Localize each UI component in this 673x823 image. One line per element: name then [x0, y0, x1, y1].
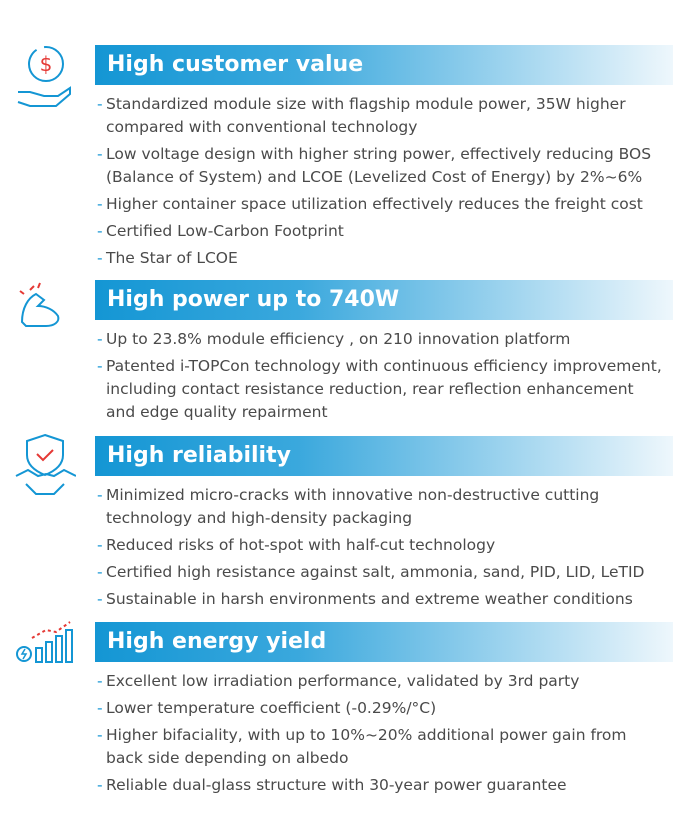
- svg-text:$: $: [40, 52, 53, 76]
- bullet-line: Sustainable in harsh environments and ex…: [106, 590, 633, 608]
- bullet-item: Reliable dual-glass structure with 30-ye…: [97, 774, 673, 797]
- bullet-line: Excellent low irradiation performance, v…: [106, 672, 580, 690]
- bullet-list: Excellent low irradiation performance, v…: [97, 670, 673, 801]
- bullet-item: Minimized micro-cracks with innovative n…: [97, 484, 673, 530]
- bullet-line: including contact resistance reduction, …: [106, 380, 634, 398]
- bullet-item: Reduced risks of hot-spot with half-cut …: [97, 534, 673, 557]
- bullet-line: Certified Low-Carbon Footprint: [106, 222, 344, 240]
- bullet-item: Lower temperature coefficient (-0.29%/°C…: [97, 697, 673, 720]
- section-title: High power up to 740W: [95, 280, 673, 320]
- bullet-item: Low voltage design with higher string po…: [97, 143, 673, 189]
- section-title: High customer value: [95, 45, 673, 85]
- bullet-item: Up to 23.8% module efficiency , on 210 i…: [97, 328, 673, 351]
- bullet-line: Patented i-TOPCon technology with contin…: [106, 357, 662, 375]
- bullet-line: back side depending on albedo: [106, 749, 349, 767]
- bullet-item: Higher bifaciality, with up to 10%~20% a…: [97, 724, 673, 770]
- bullet-line: compared with conventional technology: [106, 118, 418, 136]
- bullet-item: Sustainable in harsh environments and ex…: [97, 588, 673, 611]
- reliability-icon: [15, 433, 76, 495]
- section-title: High reliability: [95, 436, 673, 476]
- bullet-line: Higher container space utilization effec…: [106, 195, 643, 213]
- bullet-list: Up to 23.8% module efficiency , on 210 i…: [97, 328, 673, 428]
- bullet-line: Reliable dual-glass structure with 30-ye…: [106, 776, 567, 794]
- value-icon: $: [17, 46, 71, 107]
- bullet-line: technology and high-density packaging: [106, 509, 413, 527]
- bullet-item: Standardized module size with flagship m…: [97, 93, 673, 139]
- bullet-list: Standardized module size with flagship m…: [97, 93, 673, 274]
- energy-icon: [16, 621, 73, 663]
- bullet-line: Low voltage design with higher string po…: [106, 145, 652, 163]
- bullet-item: The Star of LCOE: [97, 247, 673, 270]
- bullet-line: Certified high resistance against salt, …: [106, 563, 645, 581]
- bullet-line: Minimized micro-cracks with innovative n…: [106, 486, 600, 504]
- bullet-line: Lower temperature coefficient (-0.29%/°C…: [106, 699, 437, 717]
- bullet-line: The Star of LCOE: [106, 249, 238, 267]
- bullet-item: Certified high resistance against salt, …: [97, 561, 673, 584]
- section-title: High energy yield: [95, 622, 673, 662]
- bullet-line: Up to 23.8% module efficiency , on 210 i…: [106, 330, 571, 348]
- bullet-list: Minimized micro-cracks with innovative n…: [97, 484, 673, 615]
- bullet-line: Reduced risks of hot-spot with half-cut …: [106, 536, 496, 554]
- bullet-line: Higher bifaciality, with up to 10%~20% a…: [106, 726, 627, 744]
- bullet-item: Certified Low-Carbon Footprint: [97, 220, 673, 243]
- bullet-line: and edge quality repairment: [106, 403, 328, 421]
- bullet-item: Higher container space utilization effec…: [97, 193, 673, 216]
- bullet-line: Standardized module size with flagship m…: [106, 95, 626, 113]
- bullet-item: Excellent low irradiation performance, v…: [97, 670, 673, 693]
- bullet-item: Patented i-TOPCon technology with contin…: [97, 355, 673, 424]
- bullet-line: (Balance of System) and LCOE (Levelized …: [106, 168, 643, 186]
- power-icon: [19, 282, 60, 327]
